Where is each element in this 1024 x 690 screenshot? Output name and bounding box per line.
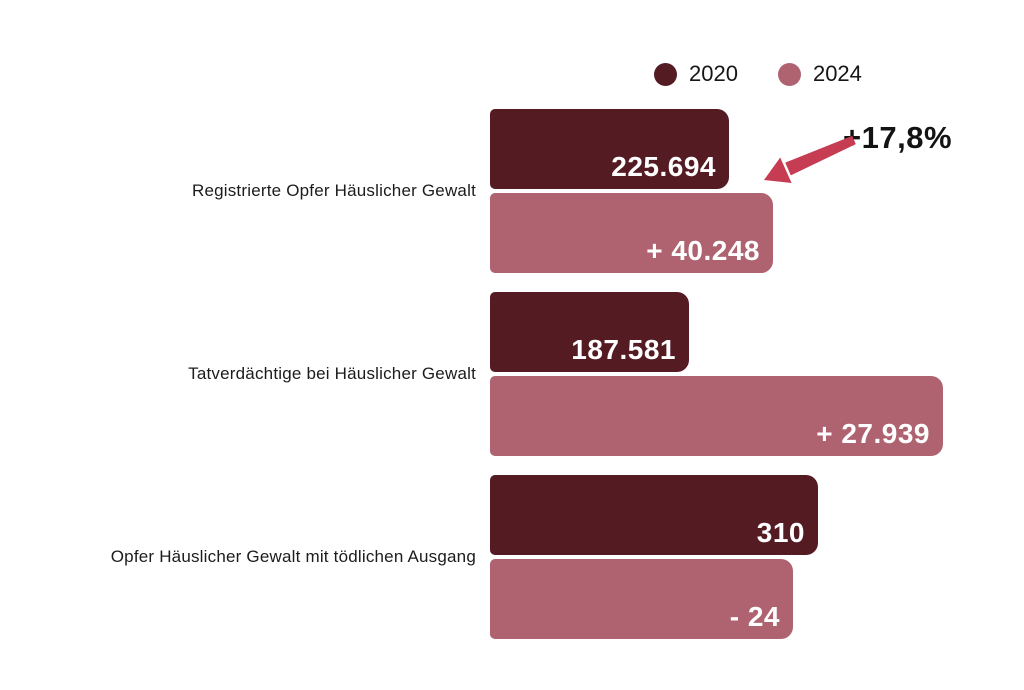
bar-2024: + 40.248 [490, 193, 773, 273]
bar-value-2024: + 40.248 [646, 235, 760, 266]
chart-row-registrierte-opfer: Registrierte Opfer Häuslicher Gewalt 225… [0, 109, 1024, 273]
category-label: Registrierte Opfer Häuslicher Gewalt [191, 181, 476, 200]
bar-2024: - 24 [490, 559, 793, 639]
bar-value-2020: 187.581 [571, 334, 676, 365]
bar-2020: 310 [490, 475, 818, 555]
legend-label-2024: 2024 [812, 61, 862, 86]
percent-change-annotation: +17,8% [843, 120, 953, 155]
bar-value-2020: 310 [756, 517, 805, 548]
bar-2020: 225.694 [490, 109, 729, 189]
legend-dot-2024-icon [777, 62, 801, 86]
category-label: Opfer Häuslicher Gewalt mit tödlichen Au… [110, 547, 476, 566]
bar-pair: 225.694 + 40.248 [490, 109, 773, 273]
bar-pair: 187.581 + 27.939 [490, 292, 943, 456]
bar-2024: + 27.939 [490, 376, 943, 456]
bar-pair: 310 - 24 [490, 475, 818, 639]
legend: 2020 2024 [654, 61, 862, 87]
legend-label-2020: 2020 [689, 61, 738, 86]
bar-value-2024: - 24 [729, 601, 780, 632]
bar-value-2024: + 27.939 [816, 418, 930, 449]
legend-dot-2020-icon [654, 62, 677, 86]
category-label: Tatverdächtige bei Häuslicher Gewalt [188, 364, 476, 383]
bar-value-2020: 225.694 [611, 151, 716, 182]
legend-item-2020: 2020 [654, 61, 738, 87]
legend-item-2024: 2024 [777, 61, 862, 87]
bar-2020: 187.581 [490, 292, 689, 372]
chart-row-tatverdaechtige: Tatverdächtige bei Häuslicher Gewalt 187… [0, 292, 1024, 456]
increase-arrow-icon [742, 128, 867, 194]
bar-chart: Registrierte Opfer Häuslicher Gewalt 225… [0, 109, 1024, 658]
chart-row-toedlicher-ausgang: Opfer Häuslicher Gewalt mit tödlichen Au… [0, 475, 1024, 639]
